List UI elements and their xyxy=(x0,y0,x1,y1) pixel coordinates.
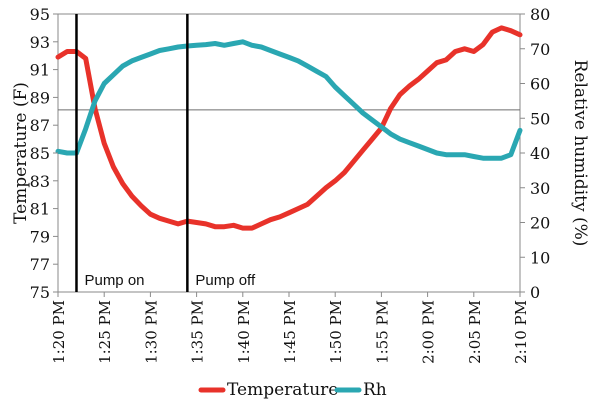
left-tick-label: 81 xyxy=(30,200,50,219)
right-axis-title: Relative humidity (%) xyxy=(570,60,590,247)
x-tick-label: 1:55 PM xyxy=(373,300,391,364)
x-tick-label: 1:30 PM xyxy=(142,300,160,364)
x-tick-label: 1:35 PM xyxy=(189,300,207,364)
left-tick-label: 79 xyxy=(30,227,50,246)
x-tick-label: 1:50 PM xyxy=(327,300,345,364)
left-tick-label: 75 xyxy=(30,283,50,302)
x-tick-label: 2:00 PM xyxy=(420,300,438,364)
left-tick-label: 85 xyxy=(30,144,50,163)
x-tick-label: 1:40 PM xyxy=(235,300,253,364)
legend: Temperature Rh xyxy=(198,380,387,400)
legend-label-temperature: Temperature xyxy=(227,380,338,400)
left-axis-title: Temperature (F) xyxy=(11,82,31,224)
right-tick-label: 80 xyxy=(530,5,550,24)
x-tick-label: 1:20 PM xyxy=(50,300,68,364)
right-tick-label: 50 xyxy=(530,109,550,128)
x-tick-label: 2:10 PM xyxy=(512,300,530,364)
x-tick-label: 1:25 PM xyxy=(96,300,114,364)
event-label-1: Pump on xyxy=(84,272,144,289)
left-tick-label: 89 xyxy=(30,88,50,107)
right-tick-label: 30 xyxy=(530,179,550,198)
series-layer xyxy=(55,25,523,231)
left-tick-label: 83 xyxy=(30,172,50,191)
right-tick-label: 10 xyxy=(530,248,550,267)
right-tick-label: 60 xyxy=(530,75,550,94)
left-tick-label: 77 xyxy=(30,255,50,274)
axes-layer: 75 77 79 81 83 85 87 89 91 93 95 0 10 20 30 40 50 60 70 80 1… xyxy=(11,5,590,364)
x-tick-label: 1:45 PM xyxy=(281,300,299,364)
right-tick-label: 70 xyxy=(530,40,550,59)
left-tick-label: 95 xyxy=(30,5,50,24)
series-line-rh xyxy=(55,39,523,161)
event-marker-layer: Pump on Pump off xyxy=(75,14,256,292)
left-tick-label: 91 xyxy=(30,61,50,80)
right-tick-label: 0 xyxy=(530,283,540,302)
legend-label-rh: Rh xyxy=(363,380,387,400)
right-tick-label: 40 xyxy=(530,144,550,163)
series-line-temperature xyxy=(55,25,523,231)
right-tick-label: 20 xyxy=(530,214,550,233)
event-label-2: Pump off xyxy=(195,272,256,289)
x-tick-label: 2:05 PM xyxy=(466,300,484,364)
left-tick-label: 93 xyxy=(30,33,50,52)
left-tick-label: 87 xyxy=(30,116,50,135)
